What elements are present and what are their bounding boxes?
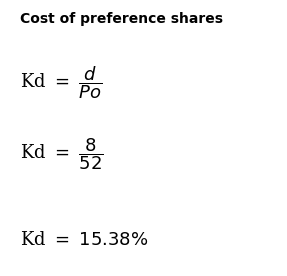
Text: Cost of preference shares: Cost of preference shares: [20, 12, 223, 26]
Text: $\mathregular{Kd}\ =\ 15.38\%$: $\mathregular{Kd}\ =\ 15.38\%$: [20, 231, 148, 249]
Text: $\mathregular{Kd}\ =\ \dfrac{\it{d}}{\it{Po}}$: $\mathregular{Kd}\ =\ \dfrac{\it{d}}{\it…: [20, 65, 103, 101]
Text: $\mathregular{Kd}\ =\ \dfrac{8}{52}$: $\mathregular{Kd}\ =\ \dfrac{8}{52}$: [20, 137, 104, 172]
